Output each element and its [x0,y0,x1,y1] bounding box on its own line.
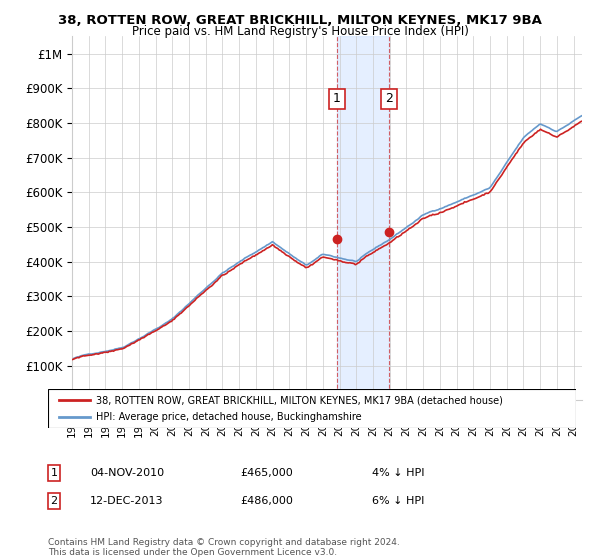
Text: 38, ROTTEN ROW, GREAT BRICKHILL, MILTON KEYNES, MK17 9BA: 38, ROTTEN ROW, GREAT BRICKHILL, MILTON … [58,14,542,27]
Text: Contains HM Land Registry data © Crown copyright and database right 2024.
This d: Contains HM Land Registry data © Crown c… [48,538,400,557]
Text: HPI: Average price, detached house, Buckinghamshire: HPI: Average price, detached house, Buck… [95,412,361,422]
Text: 1: 1 [50,468,58,478]
Text: £465,000: £465,000 [240,468,293,478]
Text: 1: 1 [333,92,341,105]
FancyBboxPatch shape [48,389,576,428]
Text: Price paid vs. HM Land Registry's House Price Index (HPI): Price paid vs. HM Land Registry's House … [131,25,469,38]
Text: 38, ROTTEN ROW, GREAT BRICKHILL, MILTON KEYNES, MK17 9BA (detached house): 38, ROTTEN ROW, GREAT BRICKHILL, MILTON … [95,395,502,405]
Text: 2: 2 [385,92,393,105]
Text: 6% ↓ HPI: 6% ↓ HPI [372,496,424,506]
Text: 12-DEC-2013: 12-DEC-2013 [90,496,163,506]
Text: £486,000: £486,000 [240,496,293,506]
Text: 2: 2 [50,496,58,506]
Text: 4% ↓ HPI: 4% ↓ HPI [372,468,425,478]
Text: 04-NOV-2010: 04-NOV-2010 [90,468,164,478]
Bar [337,36,389,400]
